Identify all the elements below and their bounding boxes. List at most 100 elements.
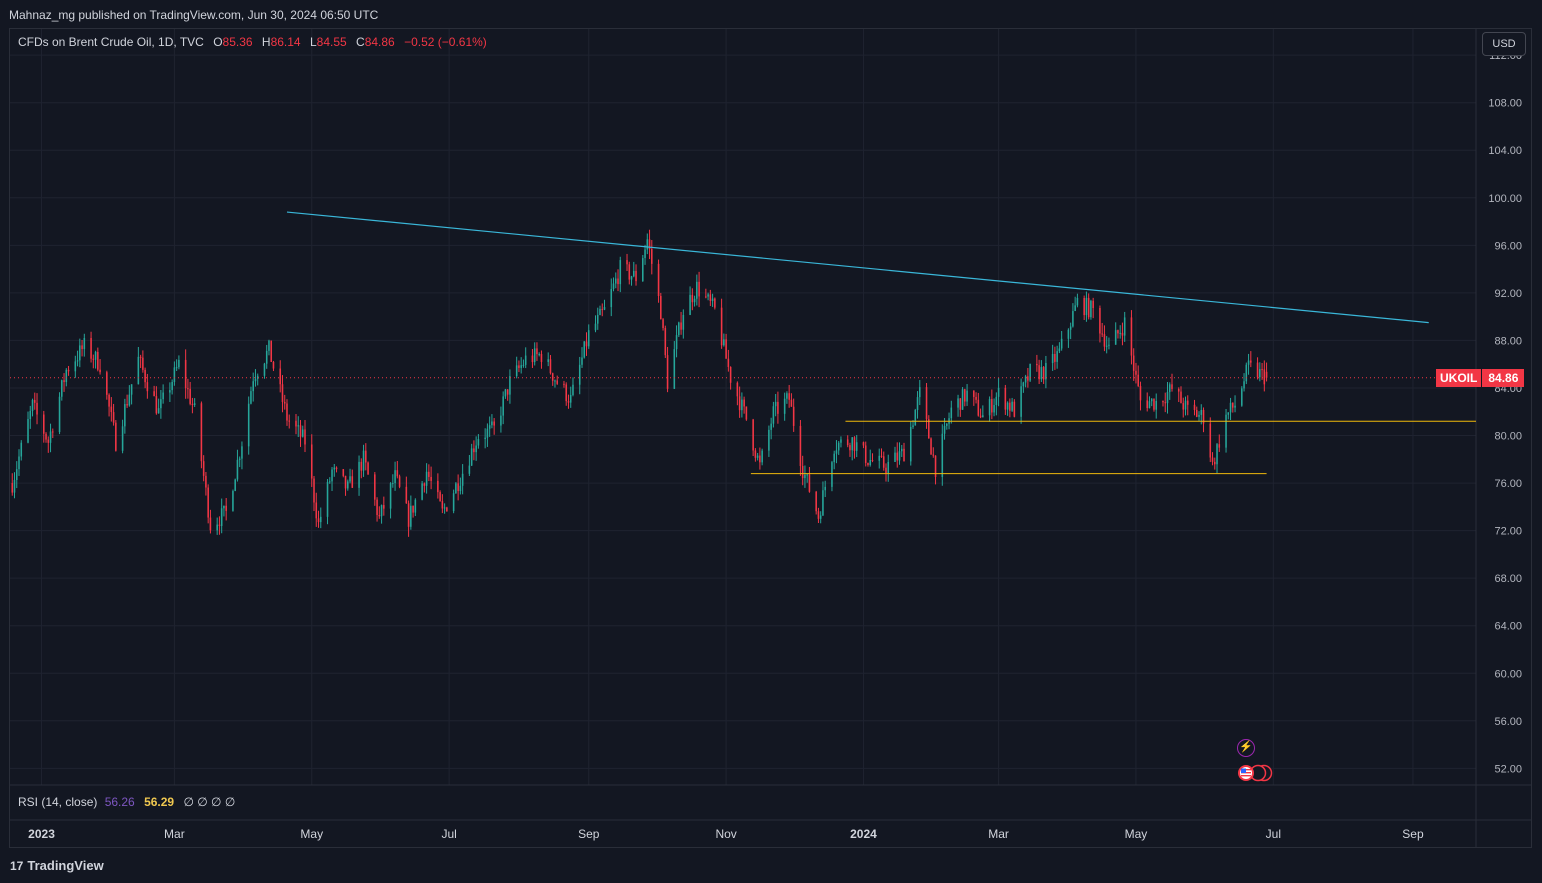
candle — [358, 455, 360, 496]
rsi-legend[interactable]: RSI (14, close) 56.26 56.29 ∅ ∅ ∅ ∅ — [18, 795, 235, 809]
candle-body — [646, 239, 649, 250]
candle-body — [975, 396, 977, 400]
time-tick-label: May — [300, 827, 323, 841]
candle — [612, 277, 615, 292]
candle-body — [585, 341, 588, 347]
candle-body — [241, 446, 243, 459]
price-tick-label: 96.00 — [1494, 240, 1522, 252]
candle-body — [770, 423, 772, 430]
candle-body — [349, 476, 351, 482]
candle-body — [346, 481, 349, 489]
candle — [783, 392, 786, 421]
candle — [200, 401, 203, 469]
candle-body — [693, 298, 696, 303]
candle-body — [1036, 363, 1038, 366]
candle — [761, 448, 763, 466]
candle-body — [256, 375, 259, 379]
time-tick-label: Sep — [578, 827, 600, 841]
currency-button[interactable]: USD — [1482, 32, 1526, 56]
candle-body — [1060, 338, 1063, 349]
candle — [331, 467, 333, 491]
candle-body — [1245, 364, 1248, 382]
candle-body — [13, 479, 16, 493]
candle-body — [1130, 317, 1133, 356]
price-tick-label: 100.00 — [1488, 193, 1522, 205]
candle — [425, 463, 428, 494]
candle-body — [709, 294, 712, 302]
candle — [468, 454, 471, 476]
candle — [187, 378, 189, 399]
candle-body — [898, 451, 901, 461]
candle-body — [581, 357, 583, 365]
candle-body — [281, 384, 284, 402]
candle — [1105, 336, 1108, 354]
candle — [1076, 293, 1079, 308]
candle-body — [689, 294, 691, 315]
candle-body — [1247, 360, 1250, 365]
candle — [840, 436, 842, 448]
candle — [714, 297, 716, 310]
candle — [556, 375, 559, 385]
publisher-line: Mahnaz_mg published on TradingView.com, … — [9, 8, 379, 22]
candle — [964, 388, 966, 407]
candle-body — [1213, 461, 1216, 465]
candle — [691, 288, 694, 311]
candle-body — [362, 450, 365, 471]
candle-body — [783, 398, 786, 414]
candle-body — [759, 455, 761, 463]
candle-body — [914, 409, 917, 426]
candle-body — [252, 381, 254, 392]
candle — [1146, 392, 1149, 412]
candle-body — [880, 455, 883, 457]
candle — [1193, 399, 1196, 416]
candle — [124, 398, 126, 434]
candle — [903, 442, 905, 462]
candle — [383, 496, 385, 516]
candle — [756, 452, 759, 461]
candle-body — [538, 354, 540, 356]
candle — [238, 456, 241, 468]
candle-body — [808, 474, 811, 492]
candle-body — [964, 389, 966, 402]
candle — [218, 516, 221, 535]
candle-body — [673, 349, 676, 389]
candle — [1006, 401, 1009, 416]
candle — [957, 394, 959, 417]
candle-body — [549, 359, 552, 374]
candle-body — [903, 448, 905, 462]
candle-body — [63, 380, 65, 383]
us-flag-icon[interactable] — [1236, 764, 1274, 782]
candle-body — [171, 381, 173, 391]
candle — [982, 405, 984, 418]
candle — [1123, 311, 1126, 342]
candle-body — [1177, 388, 1180, 392]
candle — [146, 373, 149, 399]
candle — [682, 309, 685, 339]
candle-body — [272, 361, 275, 369]
candle-body — [1218, 444, 1221, 448]
candle — [121, 419, 124, 454]
candle-body — [725, 339, 727, 359]
candle — [689, 286, 691, 316]
candle — [1225, 408, 1227, 453]
candle — [157, 398, 160, 414]
candle-body — [234, 479, 236, 492]
lightning-icon[interactable]: ⚡ — [1237, 739, 1255, 757]
candle-body — [265, 350, 268, 364]
candle-body — [443, 507, 446, 509]
symbol-title[interactable]: CFDs on Brent Crude Oil, 1D, TVC — [18, 35, 204, 49]
candle-body — [216, 524, 218, 531]
candle — [346, 479, 349, 491]
grid-lines — [10, 29, 1476, 785]
candle — [651, 240, 653, 275]
candle — [770, 417, 772, 440]
candle-body — [862, 442, 865, 446]
candle — [360, 458, 363, 479]
candle-body — [1198, 414, 1200, 417]
tradingview-logo[interactable]: 17 TradingView — [10, 858, 104, 873]
candle-body — [799, 425, 802, 466]
candle — [520, 357, 522, 374]
candle-body — [335, 467, 338, 470]
candle-body — [524, 355, 527, 365]
